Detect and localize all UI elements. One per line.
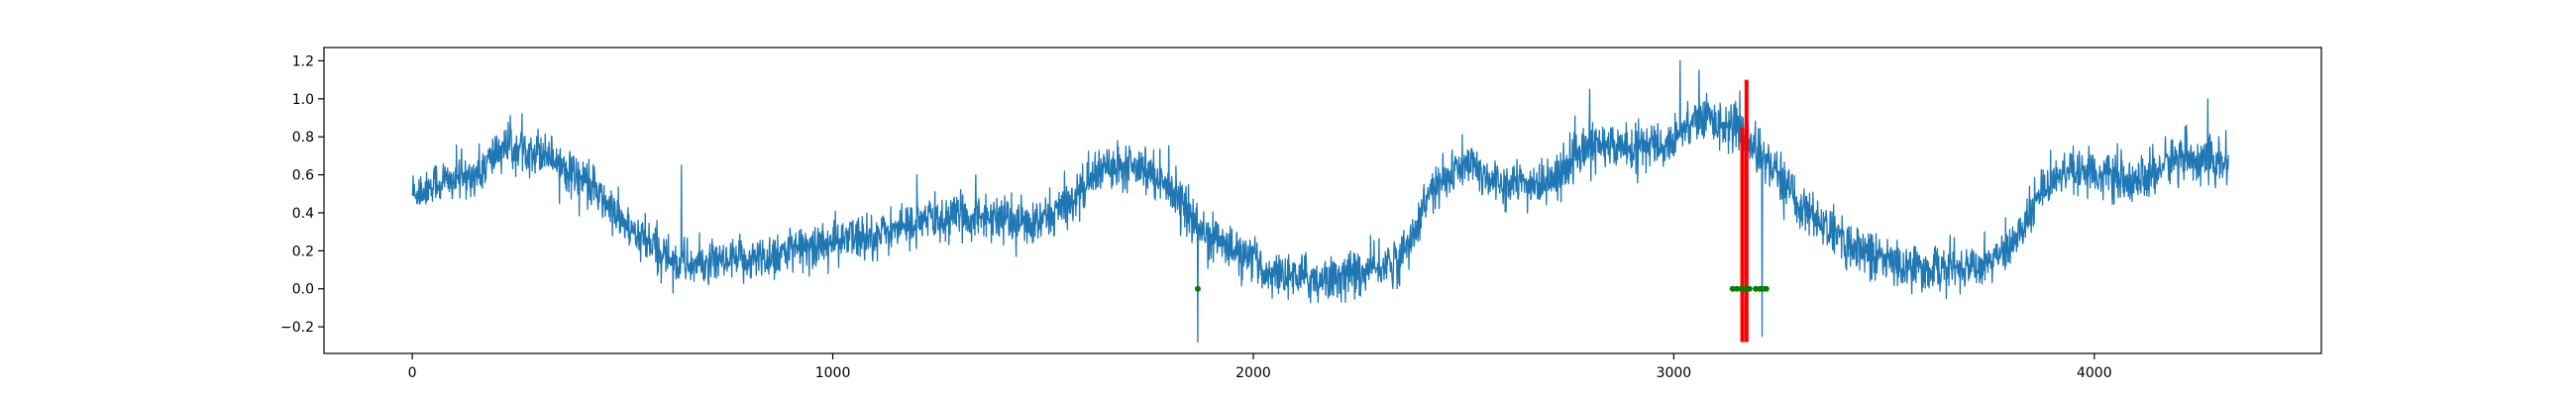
y-tick-label: 0.8 xyxy=(292,130,314,146)
y-tick-label: 1.2 xyxy=(292,53,314,69)
anomaly-point xyxy=(1742,285,1749,292)
y-tick-label: 0.4 xyxy=(292,206,314,222)
y-tick-label: 0.0 xyxy=(292,282,314,298)
x-tick-label: 3000 xyxy=(1657,365,1692,381)
signal-line xyxy=(411,59,2229,344)
y-tick-label: 0.6 xyxy=(292,168,314,184)
y-tick-label: 1.0 xyxy=(292,92,314,108)
x-tick-label: 4000 xyxy=(2077,365,2112,381)
anomaly-point xyxy=(1194,285,1201,292)
anomaly-point xyxy=(1746,285,1753,292)
plot-area xyxy=(411,59,2229,344)
x-tick-label: 0 xyxy=(408,365,417,381)
anomaly-point xyxy=(1734,285,1741,292)
anomaly-point xyxy=(1763,285,1770,292)
y-tick-label: 0.2 xyxy=(292,244,314,259)
axes-frame xyxy=(323,47,2322,354)
anomaly-point xyxy=(1729,285,1736,292)
x-tick-label: 2000 xyxy=(1235,365,1271,381)
y-tick-label: −0.2 xyxy=(280,320,314,336)
x-tick-label: 1000 xyxy=(815,365,851,381)
anomaly-point xyxy=(1738,285,1745,292)
anomaly-point xyxy=(1753,285,1760,292)
x-axis: 0 1000 2000 3000 4000 xyxy=(408,353,2112,381)
y-axis: −0.2 0.0 0.2 0.4 0.6 0.8 1.0 1.2 xyxy=(280,53,324,336)
